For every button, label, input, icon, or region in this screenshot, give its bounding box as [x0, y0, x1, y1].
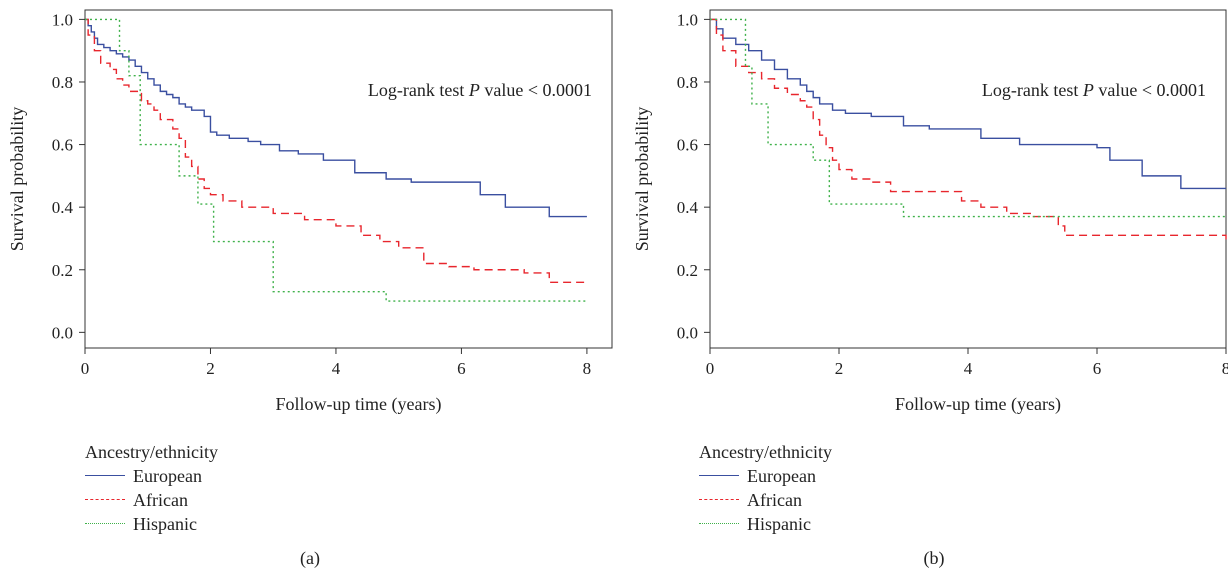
y-tick-label: 0.4: [677, 198, 699, 217]
y-tick-label: 0.6: [677, 136, 698, 155]
x-tick-label: 4: [964, 359, 973, 378]
y-tick-label: 1.0: [677, 10, 698, 29]
chart-a-svg: 0.0 0.2 0.4 0.6 0.8 1.0 0 2 4 6 8 Follow-up time (y…: [7, 9, 613, 415]
plot-frame: [84, 9, 613, 349]
legend-item-european: European: [699, 464, 832, 488]
legend-swatch-hispanic: [699, 519, 739, 529]
panel-label-a: (a): [300, 548, 320, 568]
legend-title: Ancestry/ethnicity: [85, 442, 218, 462]
annotation-italic: P: [468, 80, 480, 100]
series-line-european: [85, 18, 587, 218]
panel-label-b: (b): [923, 548, 945, 568]
x-tick-label: 8: [583, 359, 592, 378]
y-tick-label: 0.4: [52, 198, 74, 217]
legend-swatch-european: [699, 471, 739, 481]
y-axis-label: Survival probability: [7, 107, 27, 251]
series-line-african: [85, 18, 587, 283]
series-line-african: [710, 18, 1227, 242]
legend-swatch-european: [85, 471, 125, 481]
annotation-text: Log-rank test: [368, 80, 469, 100]
legend-swatch-african: [85, 495, 125, 505]
legend-label: European: [133, 465, 202, 486]
x-tick-label: 0: [706, 359, 715, 378]
y-tick-label: 0.2: [52, 261, 73, 280]
annotation: Log-rank test P value < 0.0001: [368, 80, 592, 100]
legend-b: Ancestry/ethnicity European African Hisp…: [699, 440, 832, 536]
annotation-text: value < 0.0001: [1094, 80, 1206, 100]
x-tick-label: 6: [457, 359, 466, 378]
series-line-hispanic: [85, 18, 587, 302]
legend-item-hispanic: Hispanic: [85, 512, 218, 536]
legend-a: Ancestry/ethnicity European African Hisp…: [85, 440, 218, 536]
y-tick-label: 0.8: [677, 73, 698, 92]
y-tick-label: 0.2: [677, 261, 698, 280]
legend-swatch-african: [699, 495, 739, 505]
legend-label: European: [747, 465, 816, 486]
x-axis-label: Follow-up time (years): [895, 394, 1061, 415]
annotation-italic: P: [1082, 80, 1094, 100]
panel-a: 0.0 0.2 0.4 0.6 0.8 1.0 0 2 4 6 8 Follow-up time (y…: [7, 9, 613, 568]
x-tick-label: 4: [332, 359, 341, 378]
y-tick-label: 1.0: [52, 10, 73, 29]
y-tick-label: 0.0: [52, 323, 73, 342]
legend-swatch-hispanic: [85, 519, 125, 529]
x-tick-label: 6: [1093, 359, 1102, 378]
x-tick-label: 0: [81, 359, 90, 378]
legend-item-european: European: [85, 464, 218, 488]
x-axis-label: Follow-up time (years): [276, 394, 442, 415]
annotation-text: Log-rank test: [982, 80, 1083, 100]
panel-b: 0.0 0.2 0.4 0.6 0.8 1.0 0 2 4 6 8 Follow-up time (y…: [614, 0, 1228, 577]
series-line-european: [710, 18, 1226, 190]
legend-label: African: [747, 489, 802, 510]
x-tick-label: 2: [835, 359, 844, 378]
legend-item-hispanic: Hispanic: [699, 512, 832, 536]
y-tick-label: 0.0: [677, 323, 698, 342]
legend-label: African: [133, 489, 188, 510]
annotation: Log-rank test P value < 0.0001: [982, 80, 1206, 100]
y-axis-label: Survival probability: [632, 107, 652, 251]
legend-label: Hispanic: [747, 513, 811, 534]
plot-frame: [709, 9, 1227, 349]
legend-title: Ancestry/ethnicity: [699, 442, 832, 462]
y-tick-label: 0.8: [52, 73, 73, 92]
series-line-hispanic: [710, 18, 1226, 218]
chart-b-svg: 0.0 0.2 0.4 0.6 0.8 1.0 0 2 4 6 8 Follow-up time (y…: [632, 9, 1228, 415]
x-tick-label: 2: [206, 359, 215, 378]
legend-item-african: African: [85, 488, 218, 512]
y-tick-label: 0.6: [52, 136, 73, 155]
x-tick-label: 8: [1222, 359, 1228, 378]
annotation-text: value < 0.0001: [480, 80, 592, 100]
legend-label: Hispanic: [133, 513, 197, 534]
legend-item-african: African: [699, 488, 832, 512]
